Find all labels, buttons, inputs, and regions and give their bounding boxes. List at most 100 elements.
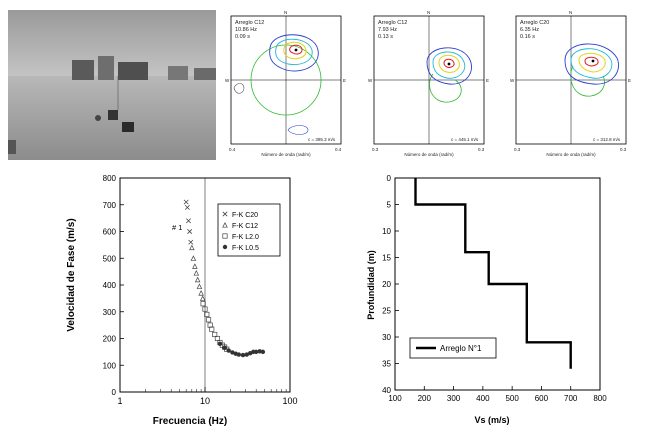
fk-axis-w: W (368, 78, 373, 83)
profile-legend (409, 337, 497, 359)
data-point (189, 244, 195, 251)
dispersion-annotation: # 1 (172, 223, 182, 232)
y-tick-label: 200 (103, 335, 117, 344)
y-tick-label: 20 (382, 280, 391, 289)
x-tick-label: 1 (117, 396, 122, 406)
x-tick-label: 500 (505, 394, 519, 403)
fk-freq-label: 7.93 Hz (378, 27, 397, 33)
x-tick-label: 700 (564, 394, 578, 403)
y-tick-label: 0 (387, 174, 392, 183)
y-tick-label: 40 (382, 386, 391, 395)
fk-time-label: 0.16 s (520, 34, 535, 40)
data-point (209, 326, 215, 332)
data-point (207, 322, 213, 328)
fk-axis-n: N (427, 10, 430, 15)
data-point (260, 349, 266, 355)
fk-tick-right: 0.3 (620, 147, 627, 152)
data-point (202, 306, 208, 312)
y-tick-label: 25 (382, 307, 391, 316)
dispersion-legend (217, 203, 281, 257)
data-point (192, 263, 198, 269)
profile-ylabel: Profundidad (m) (366, 250, 376, 320)
y-tick-label: 100 (103, 361, 117, 370)
fk-time-label: 0.09 s (235, 34, 250, 40)
y-tick-label: 600 (103, 228, 117, 237)
fk-panel-3: Arreglo C20 6.35 Hz 0.16 s c = 312.8 m/s… (510, 10, 631, 157)
fk-axis-w: W (510, 78, 515, 83)
fk-time-label: 0.13 s (378, 34, 393, 40)
x-tick-label: 400 (476, 394, 490, 403)
data-point (186, 218, 192, 224)
data-point (204, 311, 210, 317)
fk-tick-left: 0.3 (514, 147, 521, 152)
dispersion-xlabel: Frecuencia (Hz) (153, 416, 227, 427)
y-tick-label: 0 (112, 388, 117, 397)
data-point (196, 283, 203, 289)
legend-marker (222, 222, 228, 228)
data-point (198, 290, 204, 296)
data-point (222, 345, 227, 351)
fk-tick-right: 0.3 (478, 147, 485, 152)
y-tick-label: 700 (103, 201, 117, 210)
fk-velocity-label: c = 395.3 m/s (308, 137, 336, 142)
fk-axis-e: E (343, 78, 346, 83)
legend-marker (222, 244, 228, 250)
data-point (190, 255, 197, 261)
y-tick-label: 800 (103, 174, 117, 183)
x-tick-label: 300 (447, 394, 461, 403)
y-tick-label: 500 (103, 254, 117, 263)
legend-marker (222, 233, 228, 239)
fk-xlabel: Número de onda (rad/m) (546, 152, 596, 157)
fk-velocity-label: c = 312.8 m/s (593, 137, 621, 142)
y-tick-label: 400 (103, 281, 117, 290)
data-point (183, 199, 189, 205)
fk-xlabel: Número de onda (rad/m) (261, 152, 311, 157)
fk-panel-2: Arreglo C12 7.93 Hz 0.13 s c = 445.1 m/s… (368, 10, 489, 157)
field-photo (8, 10, 216, 160)
y-tick-label: 10 (382, 227, 391, 236)
data-point (253, 349, 259, 355)
vs-profile-line (414, 178, 572, 369)
dispersion-ylabel: Velocidad de Fase (m/s) (66, 218, 77, 331)
data-point (212, 331, 218, 338)
y-tick-label: 30 (382, 333, 391, 342)
fk-array-label: Arreglo C20 (520, 20, 549, 26)
legend-label: F-K L0.5 (232, 245, 259, 252)
x-tick-label: 600 (535, 394, 549, 403)
data-point (193, 269, 200, 276)
profile-xlabel: Vs (m/s) (474, 415, 509, 425)
data-point (244, 352, 249, 357)
x-tick-label: 800 (593, 394, 607, 403)
fk-axis-n: N (569, 10, 572, 15)
fk-freq-label: 6.35 Hz (520, 27, 539, 33)
y-tick-label: 35 (382, 360, 391, 369)
fk-array-label: Arreglo C12 (235, 20, 264, 26)
data-point (188, 239, 194, 245)
fk-freq-label: 10.86 Hz (235, 27, 257, 33)
fk-axis-e: E (628, 78, 631, 83)
fk-velocity-label: c = 445.1 m/s (451, 137, 479, 142)
data-point (194, 276, 201, 283)
data-point (200, 301, 206, 307)
fk-tick-left: 0.3 (372, 147, 379, 152)
fk-xlabel: Número de onda (rad/m) (404, 152, 454, 157)
data-point (199, 295, 206, 301)
dispersion-plot-area: 0 100 200 300 400 500 600 700 800 1 10 100 F-K C20 F-… (103, 174, 298, 406)
fk-panel-1: Arreglo C12 10.86 Hz 0.09 s c = 395.3 m/… (225, 10, 346, 157)
fk-tick-left: 0.4 (229, 147, 236, 152)
fk-tick-right: 0.4 (335, 147, 342, 152)
dispersion-chart: 0 100 200 300 400 500 600 700 800 1 10 100 F-K C20 F-… (66, 174, 298, 427)
x-tick-label: 100 (388, 394, 402, 403)
x-tick-label: 10 (200, 396, 210, 406)
data-point (187, 229, 193, 234)
data-point (217, 341, 223, 347)
fk-array-label: Arreglo C12 (378, 20, 407, 26)
x-tick-label: 100 (282, 396, 297, 406)
fk-axis-e: E (486, 78, 489, 83)
data-point (230, 350, 235, 355)
fk-axis-n: N (284, 10, 287, 15)
legend-label: F-K C12 (232, 223, 258, 230)
data-point (226, 348, 231, 353)
